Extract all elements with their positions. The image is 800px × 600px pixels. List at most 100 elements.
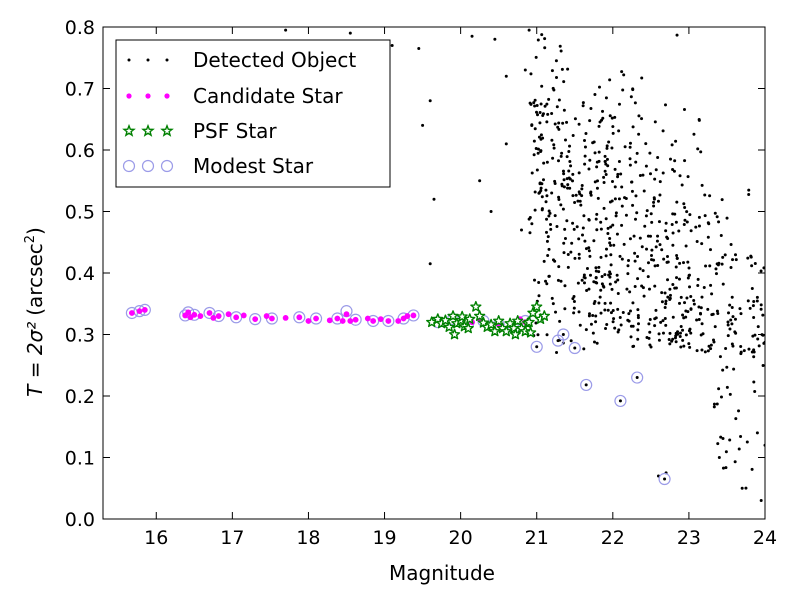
detected-object-point (664, 229, 668, 233)
detected-object-point (538, 121, 542, 125)
detected-object-point (695, 240, 699, 244)
detected-object-point (587, 167, 591, 171)
detected-object-point (527, 28, 531, 32)
detected-object-point (709, 283, 713, 287)
detected-object-point (656, 234, 660, 238)
detected-object-point (652, 197, 656, 201)
psf-star-point (504, 317, 516, 329)
detected-object-point (605, 157, 609, 161)
detected-object-point (625, 287, 629, 291)
detected-object-point (762, 341, 765, 345)
detected-object-point (618, 316, 622, 320)
detected-object-point (734, 258, 738, 262)
detected-object-point (657, 338, 661, 342)
detected-object-point (730, 322, 734, 326)
detected-object-point (528, 231, 532, 235)
detected-object-point (720, 198, 724, 202)
detected-object-point (545, 217, 549, 221)
detected-object-point (626, 264, 630, 268)
detected-object-point (675, 200, 679, 204)
detected-object-point (761, 364, 765, 368)
detected-object-point (599, 220, 603, 224)
detected-object-point (545, 333, 549, 337)
detected-object-point (583, 139, 587, 143)
detected-object-point (674, 331, 678, 335)
y-axis-label: T = 2σ²(arcsec2) (23, 227, 47, 397)
detected-object-point (489, 210, 493, 213)
detected-object-point (558, 44, 562, 48)
detected-object-point (618, 254, 622, 258)
detected-object-point (663, 306, 667, 310)
detected-object-point (686, 276, 690, 280)
detected-object-point (579, 203, 583, 207)
detected-object-point (597, 270, 601, 274)
detected-object-point (671, 167, 675, 171)
detected-object-point (617, 102, 621, 106)
detected-object-point (561, 207, 565, 211)
detected-object-point (543, 104, 547, 108)
x-tick-label: 20 (449, 527, 473, 549)
detected-object-point (636, 337, 640, 341)
detected-object-point (543, 46, 547, 50)
detected-object-point (604, 217, 608, 221)
detected-object-point (540, 33, 544, 37)
detected-object-point (724, 450, 728, 454)
psf-star-point (448, 328, 461, 340)
detected-object-point (661, 319, 665, 323)
candidate-star-point (305, 318, 312, 324)
detected-object-point (631, 301, 635, 305)
psf-star-point (531, 300, 543, 312)
detected-object-point (692, 298, 696, 302)
detected-object-point (540, 208, 544, 212)
detected-object-point (582, 347, 586, 351)
candidate-star-point (269, 315, 275, 322)
detected-object-point (546, 235, 550, 239)
detected-object-point (577, 252, 581, 256)
detected-object-point (559, 49, 563, 53)
detected-object-point (588, 273, 592, 277)
detected-object-point (576, 199, 580, 203)
detected-object-point (550, 138, 554, 142)
detected-object-point (686, 175, 690, 179)
detected-object-point (750, 264, 754, 268)
detected-object-point (648, 343, 652, 347)
detected-object-point (428, 262, 432, 266)
detected-object-point (675, 256, 679, 260)
detected-object-point (609, 243, 613, 247)
legend-marker-modest (122, 159, 136, 173)
detected-object-point (636, 308, 640, 312)
x-tick-label: 19 (372, 527, 396, 549)
detected-object-point (562, 108, 566, 112)
detected-object-point (668, 297, 672, 301)
detected-object-point (638, 173, 642, 177)
detected-object-point (540, 84, 544, 88)
detected-object-point (584, 328, 588, 332)
detected-object-point (631, 324, 635, 328)
legend-marker-psf (141, 123, 155, 137)
detected-object-point (657, 332, 661, 336)
detected-object-point (667, 338, 671, 342)
detected-object-point (604, 254, 608, 258)
detected-object-point (563, 236, 567, 240)
detected-object-point (657, 220, 661, 224)
detected-object-point (747, 192, 751, 196)
detected-object-point (613, 326, 617, 330)
candidate-star-point (210, 314, 217, 321)
detected-object-point (615, 232, 619, 236)
detected-object-point (566, 67, 570, 71)
detected-object-point (595, 186, 599, 190)
detected-object-point (730, 295, 734, 299)
detected-object-point (548, 211, 552, 215)
detected-object-point (616, 307, 620, 311)
detected-object-point (611, 223, 615, 227)
detected-object-point (621, 88, 625, 92)
detected-object-point (537, 135, 541, 139)
x-tick-label: 21 (525, 527, 549, 549)
detected-object-point (620, 204, 624, 208)
detected-object-point (721, 466, 725, 470)
detected-object-point (567, 169, 571, 173)
detected-object-point (593, 180, 597, 184)
detected-object-point (752, 355, 756, 359)
detected-object-point (594, 276, 598, 280)
detected-object-point (545, 120, 549, 124)
